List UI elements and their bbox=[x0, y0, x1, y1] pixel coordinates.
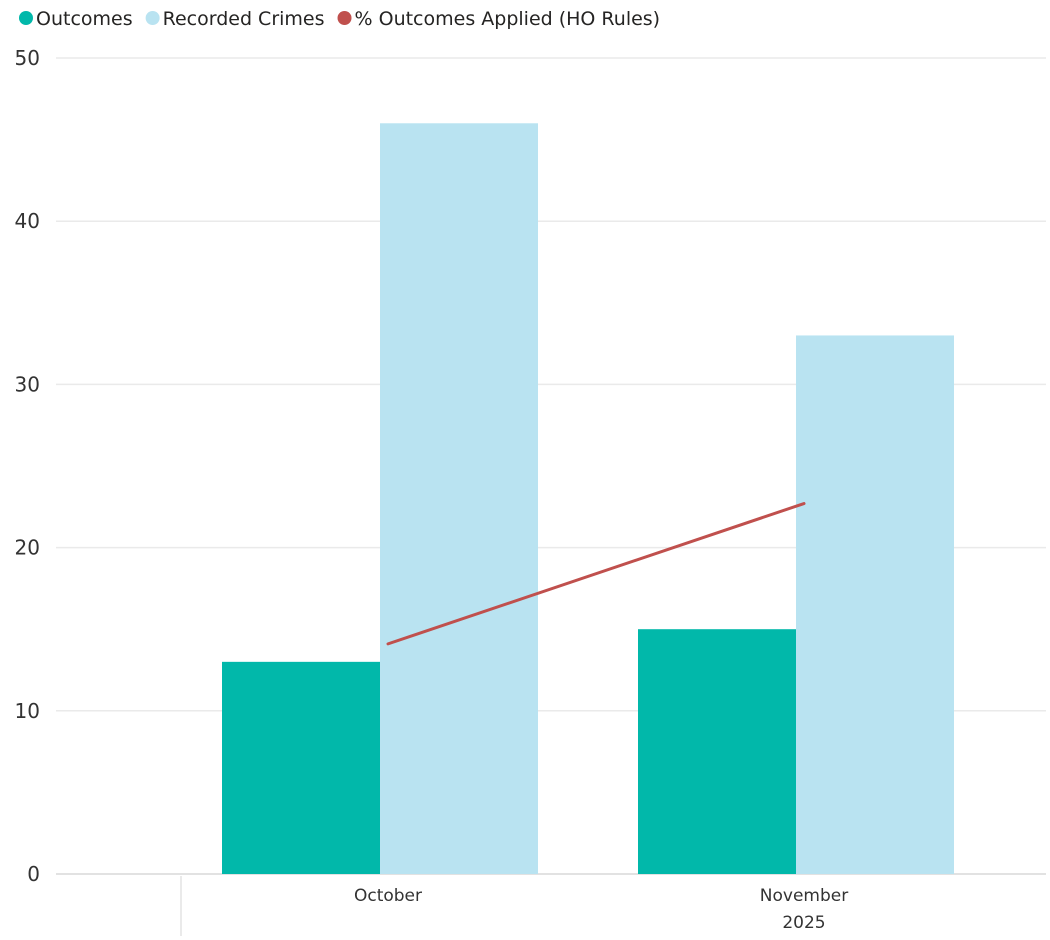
legend-item[interactable]: % Outcomes Applied (HO Rules) bbox=[337, 8, 661, 30]
line-series bbox=[386, 502, 806, 646]
y-tick-label: 10 bbox=[15, 699, 40, 723]
legend-marker-icon bbox=[145, 11, 160, 25]
legend-item[interactable]: Recorded Crimes bbox=[145, 8, 325, 30]
y-tick-label: 20 bbox=[15, 536, 40, 560]
y-tick-label: 0 bbox=[27, 862, 40, 886]
legend-label: Outcomes bbox=[36, 8, 133, 30]
bar-outcomes-november[interactable] bbox=[638, 629, 796, 874]
legend-label: % Outcomes Applied (HO Rules) bbox=[355, 8, 661, 30]
bar-recorded-crimes-november[interactable] bbox=[796, 335, 954, 874]
y-tick-label: 50 bbox=[15, 46, 40, 70]
x-tick-label: November bbox=[760, 886, 848, 906]
x-tick-label: October bbox=[354, 886, 422, 906]
bar-outcomes-october[interactable] bbox=[222, 661, 380, 874]
bar-recorded-crimes-october[interactable] bbox=[380, 123, 538, 874]
legend[interactable]: Outcomes Recorded Crimes % Outcomes Applie… bbox=[19, 8, 660, 30]
legend-marker-icon bbox=[337, 11, 352, 25]
line-outcomes-applied[interactable] bbox=[386, 502, 806, 646]
legend-item[interactable]: Outcomes bbox=[19, 8, 133, 30]
y-axis: 0 10 20 30 40 50 bbox=[15, 46, 40, 886]
x-axis: October November 2025 bbox=[180, 876, 848, 936]
y-tick-label: 40 bbox=[15, 209, 40, 233]
legend-label: Recorded Crimes bbox=[163, 8, 325, 30]
y-tick-label: 30 bbox=[15, 372, 40, 396]
bars bbox=[222, 123, 954, 874]
x-group-label: 2025 bbox=[782, 913, 825, 933]
legend-marker-icon bbox=[19, 11, 33, 25]
